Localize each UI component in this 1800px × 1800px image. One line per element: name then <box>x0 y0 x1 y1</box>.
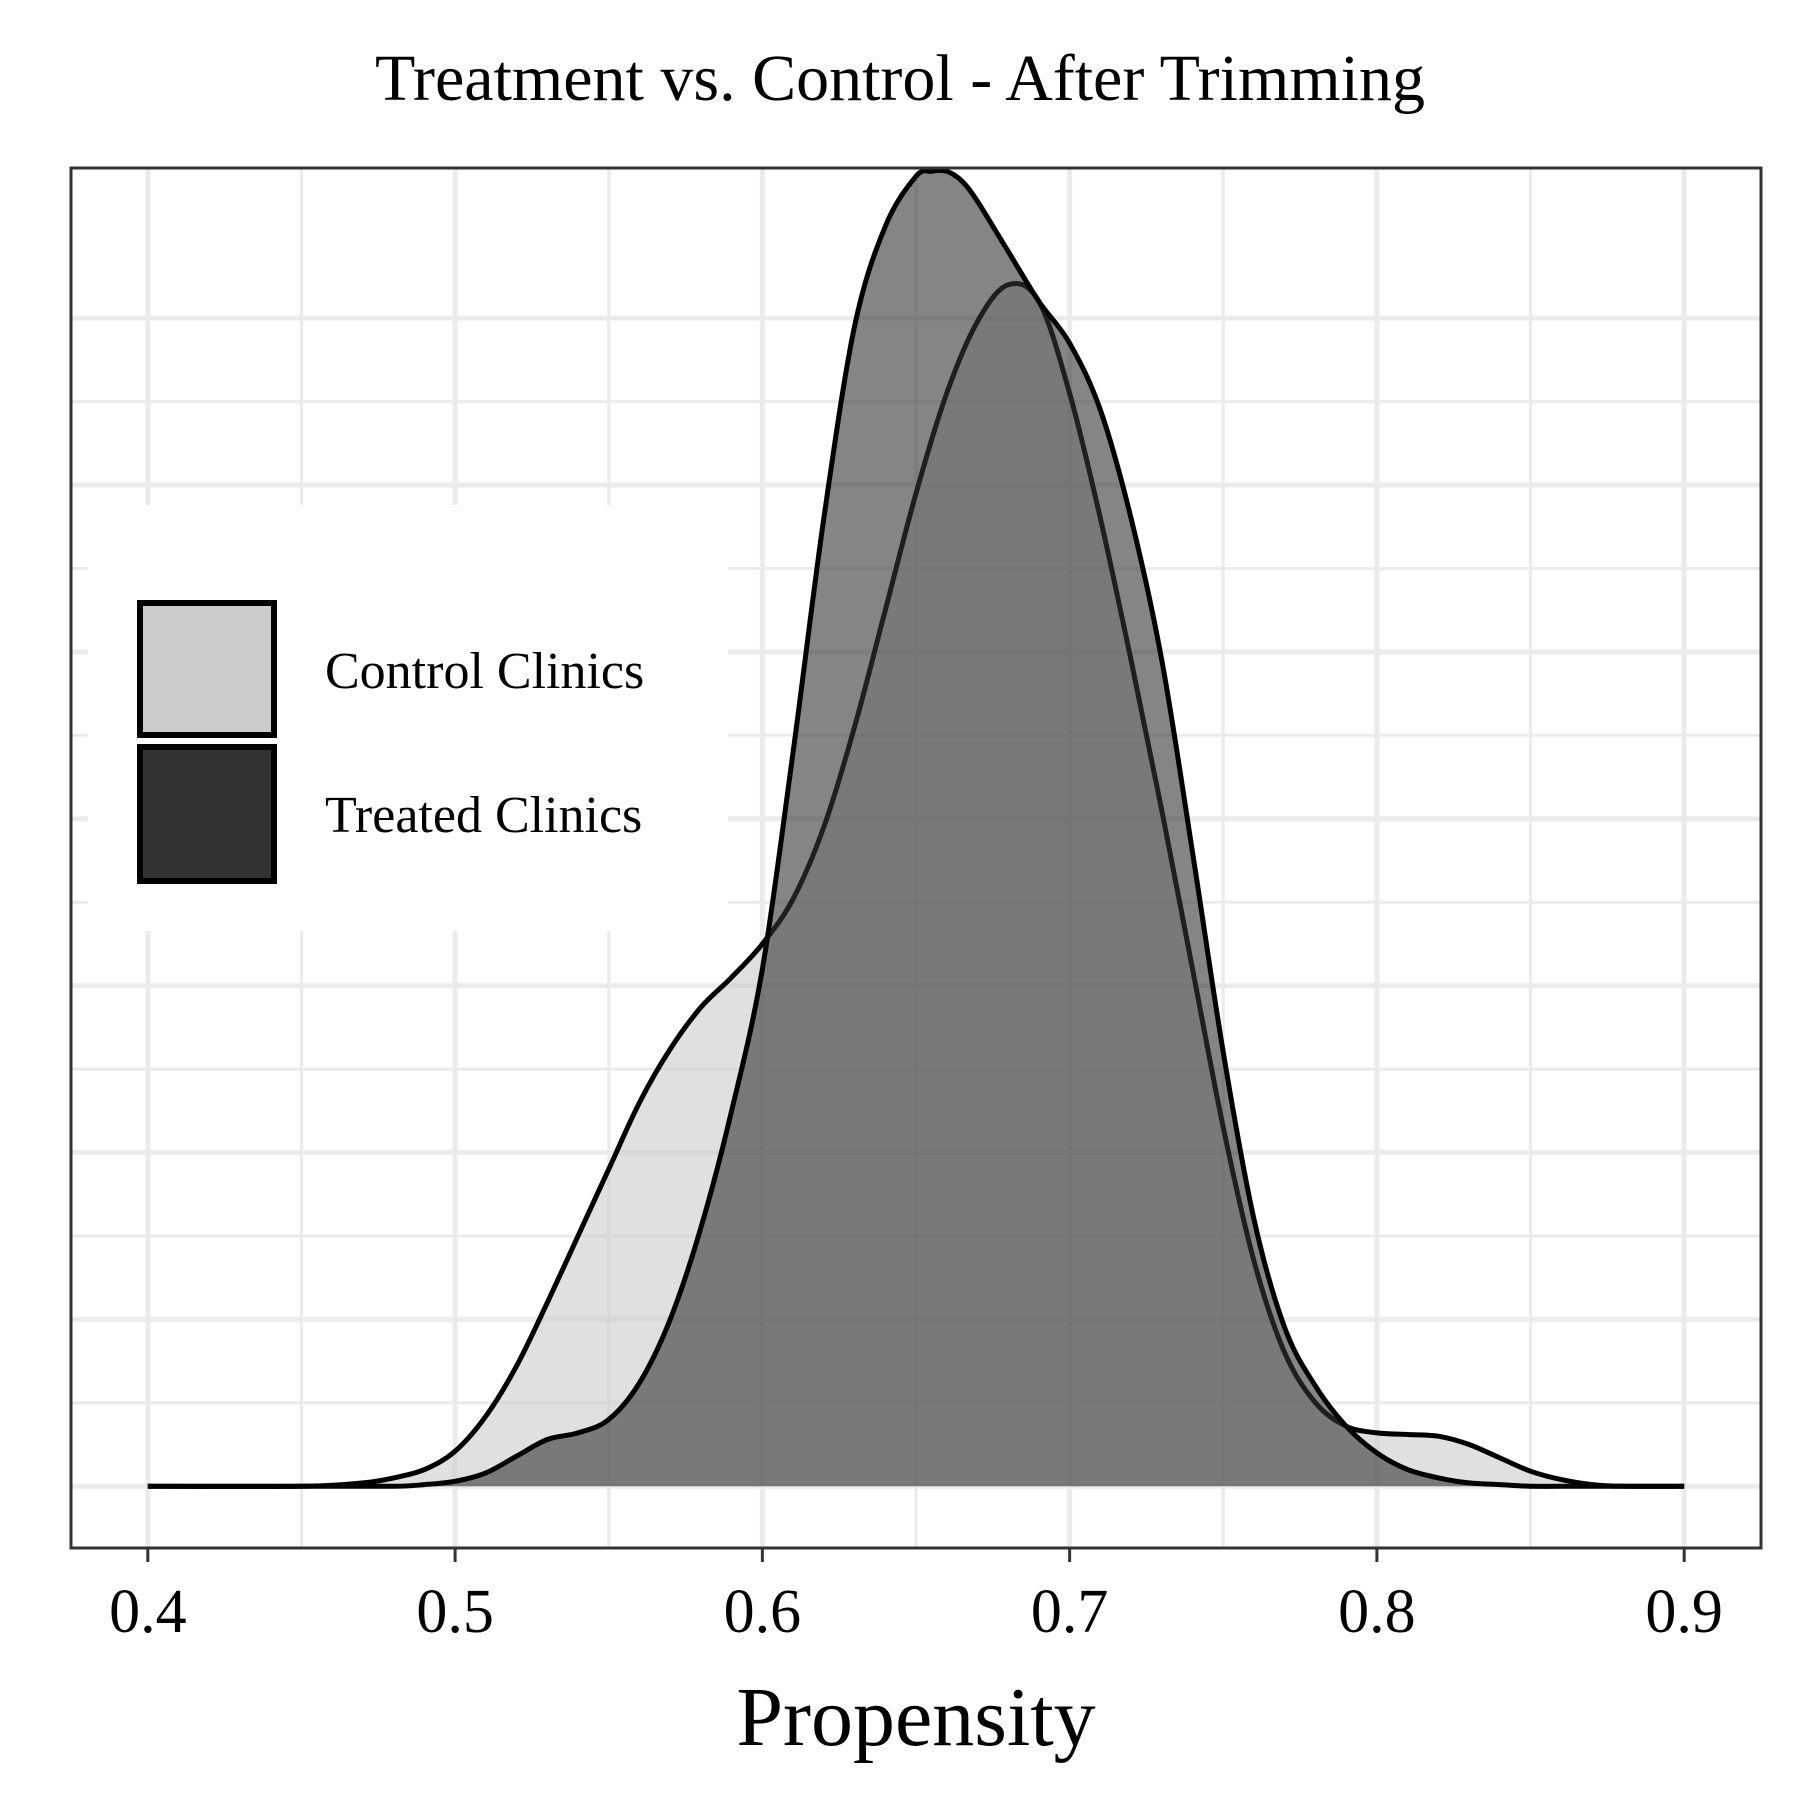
legend-label-treated: Treated Clinics <box>325 787 642 844</box>
density-line-treated-clinics <box>147 167 1685 1489</box>
x-tick-label: 0.4 <box>109 1578 187 1646</box>
density-fill-treated-clinics <box>147 170 1685 1487</box>
x-tick-label: 0.6 <box>724 1578 802 1646</box>
chart-title: Treatment vs. Control - After Trimming <box>375 42 1425 115</box>
legend-key-treated <box>137 744 277 884</box>
legend-key-control <box>137 600 277 738</box>
legend-label-control: Control Clinics <box>325 643 644 700</box>
density-areas <box>147 167 1685 1490</box>
x-tick-label: 0.5 <box>416 1578 494 1646</box>
x-axis-title: Propensity <box>736 1671 1095 1764</box>
x-axis: 0.4 0.5 0.6 0.7 0.8 0.9 <box>109 1548 1723 1646</box>
x-tick-label: 0.9 <box>1645 1578 1723 1646</box>
x-tick-label: 0.7 <box>1031 1578 1109 1646</box>
x-tick-label: 0.8 <box>1338 1578 1416 1646</box>
legend: Control Clinics Treated Clinics <box>88 505 728 931</box>
plot-border <box>69 166 1763 1550</box>
